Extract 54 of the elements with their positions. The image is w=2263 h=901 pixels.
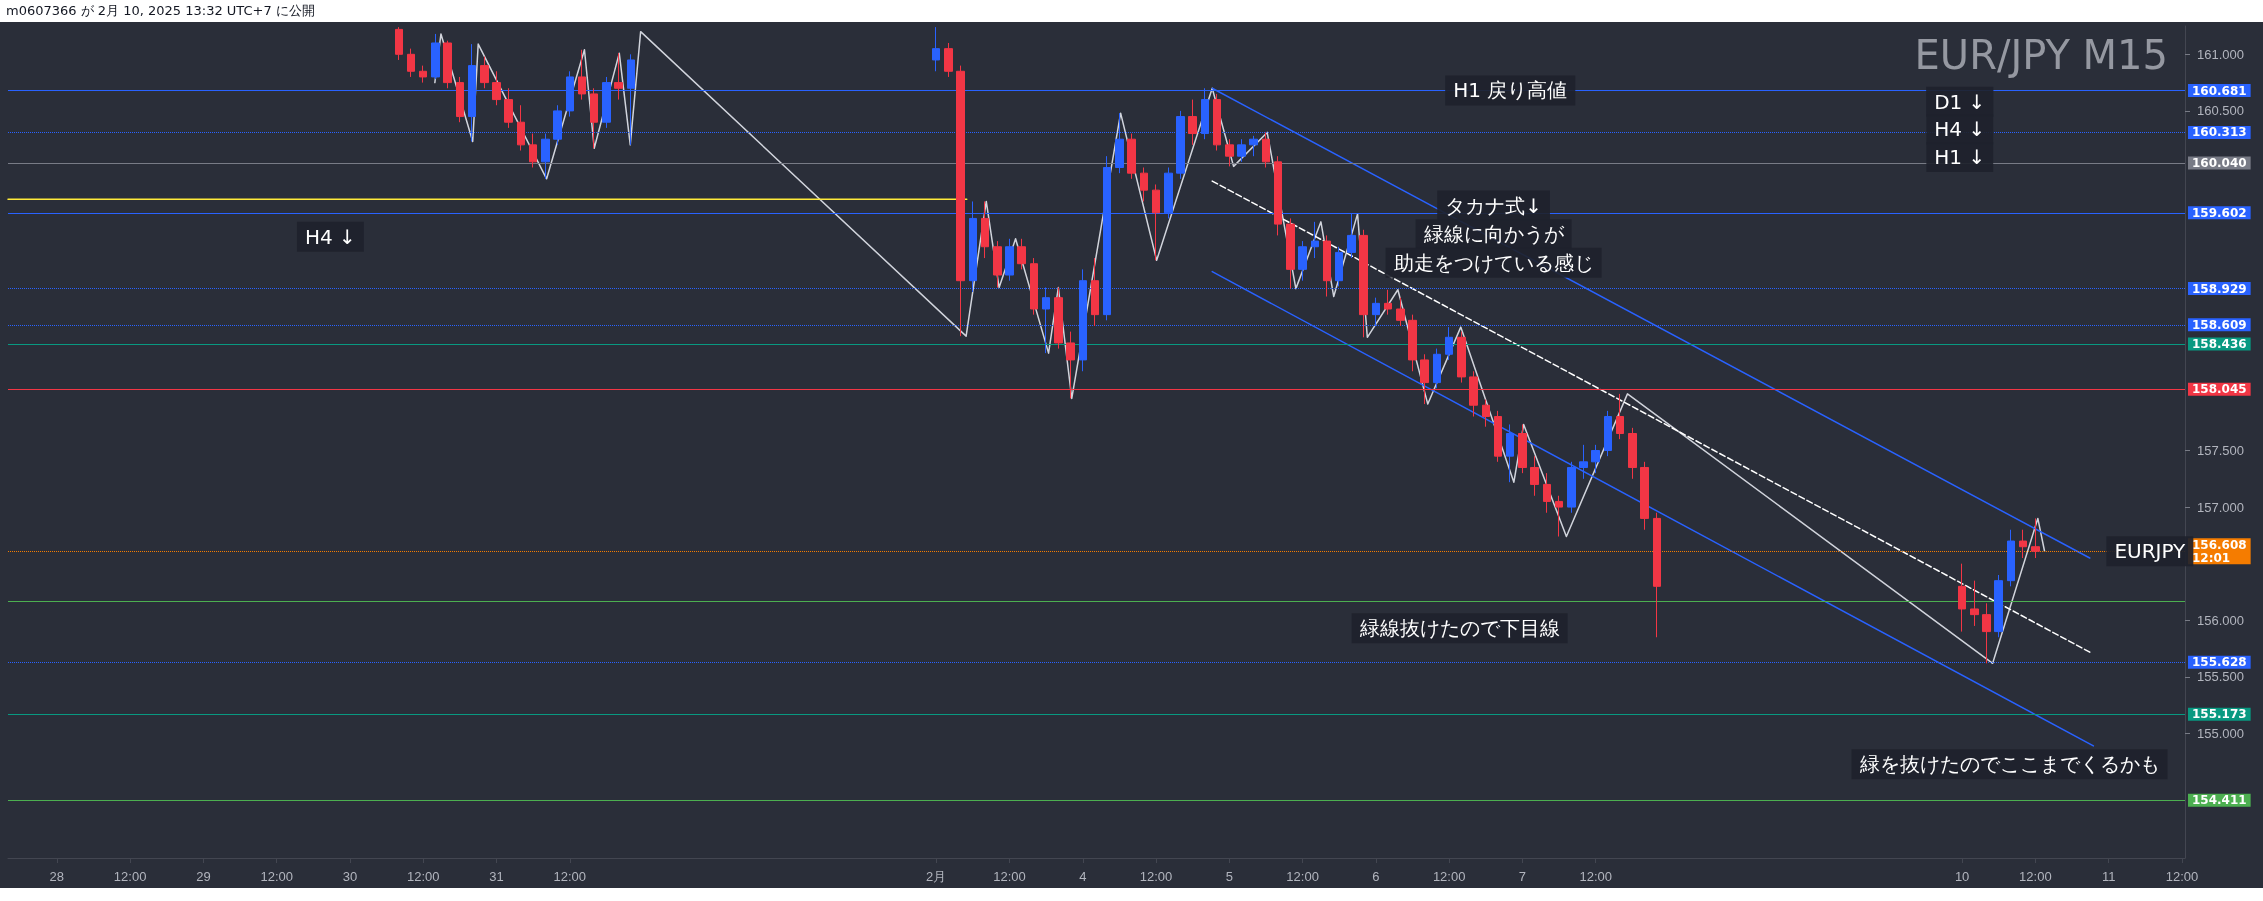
annotation: H1 ↓ (1934, 145, 1986, 170)
x-tick-label: 11 (2101, 869, 2116, 884)
annotation: 緑線に向かうが (1422, 222, 1565, 247)
ref-line-label: 158.045 (2192, 382, 2247, 397)
ref-line-label: 158.609 (2192, 317, 2247, 332)
x-tick-label: 29 (196, 869, 211, 884)
ref-line-label: 155.173 (2192, 707, 2247, 722)
x-tick-label: 12:00 (2165, 869, 2199, 884)
y-tick-label: 157.000 (2197, 499, 2244, 515)
ref-line-label: 160.040 (2192, 155, 2247, 170)
y-tick-label: 155.500 (2197, 669, 2244, 685)
ref-line-label: 159.602 (2192, 205, 2247, 220)
annotation: 助走をつけている感じ (1393, 250, 1594, 275)
x-tick-label: 12:00 (406, 869, 440, 884)
annotation: H4 ↓ (1934, 117, 1986, 142)
ref-line-label: 160.681 (2192, 83, 2247, 98)
ref-line-label: 155.628 (2192, 655, 2247, 670)
x-tick-label: 28 (49, 869, 65, 884)
x-tick-label: 4 (1079, 869, 1087, 884)
annotation: 緑線抜けたので下目線 (1358, 616, 1560, 641)
x-tick-label: 6 (1372, 869, 1380, 884)
x-tick-label: 12:00 (1432, 869, 1466, 884)
annotation: H4 ↓ (304, 224, 356, 249)
x-tick-label: 5 (1225, 869, 1233, 884)
x-tick-label: 12:00 (993, 869, 1026, 884)
annotation: EURJPY (2114, 539, 2187, 564)
ref-line-label: 158.436 (2192, 337, 2247, 352)
annotation: D1 ↓ (1934, 89, 1986, 114)
x-tick-label: 12:00 (1286, 869, 1319, 884)
y-tick-label: 157.500 (2197, 442, 2244, 458)
y-tick-label: 156.000 (2197, 612, 2244, 628)
x-tick-label: 12:00 (1579, 869, 1612, 884)
x-tick-label: 12:00 (553, 869, 587, 884)
x-tick-label: 30 (342, 869, 358, 884)
ref-line-label: 160.313 (2192, 125, 2247, 140)
ref-line-label: 154.411 (2192, 793, 2247, 808)
x-tick-label: 7 (1518, 869, 1527, 884)
x-tick-label: 12:00 (2019, 869, 2052, 884)
ref-line-label: 158.929 (2192, 281, 2247, 296)
chart-subtitle: m0607366 が 2月 10, 2025 13:32 UTC+7 に公開 (6, 2, 315, 20)
annotation: H1 戻り高値 (1453, 78, 1568, 103)
x-tick-label: 12:00 (260, 869, 293, 884)
annotation: 緑を抜けたのでここまでくるかも (1858, 752, 2160, 777)
x-tick-label: 2月 (926, 869, 947, 884)
x-tick-label: 12:00 (1139, 869, 1173, 884)
chart-title: EUR/JPY M15 (1914, 32, 2168, 78)
x-tick-label: 31 (489, 869, 504, 884)
y-tick-label: 161.000 (2197, 46, 2244, 62)
x-tick-label: 10 (1954, 869, 1970, 884)
ref-line-label: 156.608 12:01 (2192, 537, 2247, 565)
y-tick-label: 160.500 (2197, 103, 2244, 119)
y-tick-label: 155.000 (2197, 725, 2244, 741)
x-tick-label: 12:00 (113, 869, 147, 884)
annotation: タカナ式↓ (1445, 193, 1542, 218)
